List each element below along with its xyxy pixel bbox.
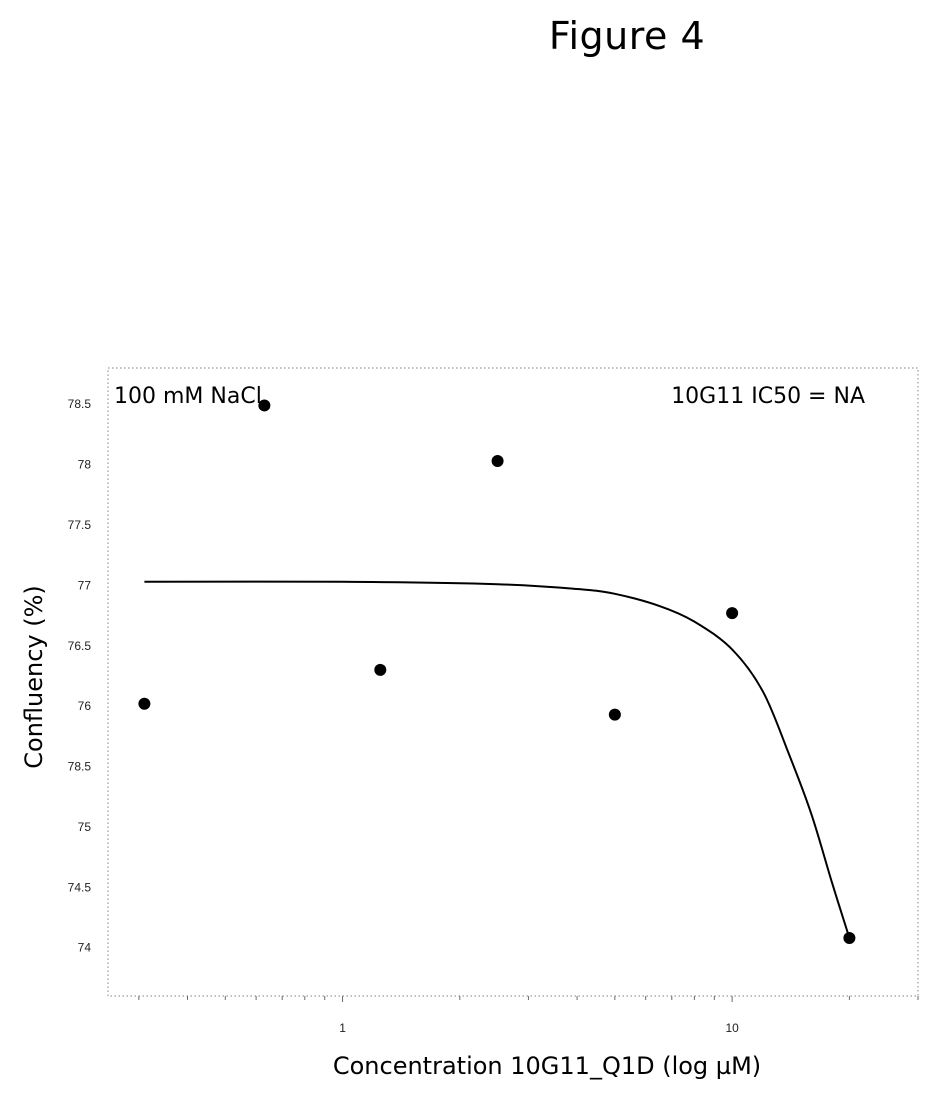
data-point (258, 399, 271, 412)
data-point (726, 607, 739, 620)
data-point (843, 932, 856, 945)
x-tick-label: 10 (725, 1021, 739, 1035)
y-tick-label: 77.5 (68, 518, 92, 532)
condition-annotation: 100 mM NaCl (114, 384, 262, 409)
data-points (138, 399, 856, 945)
y-tick-label: 76 (78, 699, 92, 713)
data-point (374, 663, 387, 676)
y-tick-label: 76.5 (68, 639, 92, 653)
x-axis-ticks: 1 10 (138, 996, 919, 1035)
y-tick-label: 77 (78, 578, 92, 592)
y-tick-label: 74.5 (68, 880, 92, 894)
y-tick-label: 78.5 (68, 397, 92, 411)
ic50-annotation: 10G11 IC50 = NA (671, 384, 865, 409)
y-axis-ticks: 78.5 78 77.5 77 76.5 76 78.5 75 74.5 74 (68, 397, 92, 954)
y-axis-label: Confluency (%) (20, 585, 48, 769)
y-tick-label: 75 (78, 820, 92, 834)
data-point (608, 708, 621, 721)
x-axis-label: Concentration 10G11_Q1D (log µM) (333, 1052, 761, 1080)
y-tick-label: 78.5 (68, 760, 92, 774)
y-tick-label: 78 (78, 458, 92, 472)
x-tick-label: 1 (339, 1021, 346, 1035)
fit-curve-layer (144, 580, 851, 939)
data-point (491, 454, 504, 467)
y-tick-label: 74 (78, 941, 92, 955)
data-point (138, 697, 151, 710)
fit-curve (144, 580, 851, 939)
plot-frame (107, 367, 919, 997)
plot-border (107, 367, 919, 997)
